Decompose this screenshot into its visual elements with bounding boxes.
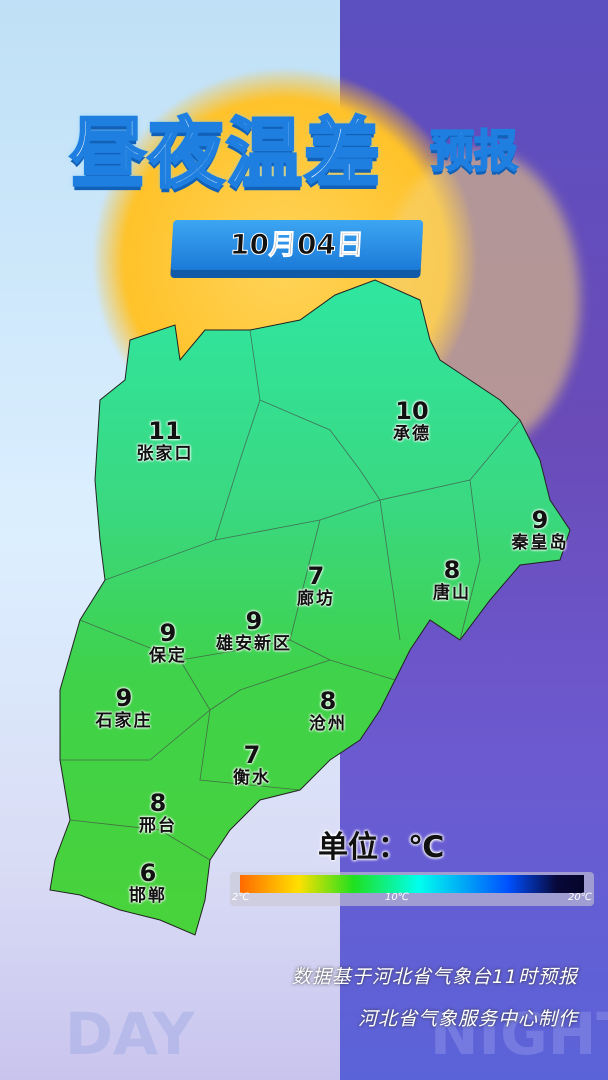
city-label-xingtai: 8 邢台: [139, 789, 177, 836]
legend-mid-label: 10℃: [385, 892, 409, 903]
city-label-xiongan: 9 雄安新区: [216, 607, 292, 654]
city-label-qinhuangdao: 9 秦皇岛: [511, 506, 569, 553]
footer-producer: 河北省气象服务中心制作: [357, 1008, 578, 1030]
legend-min-label: 2℃: [232, 892, 250, 903]
city-label-baoding: 9 保定: [149, 619, 187, 666]
city-label-tangshan: 8 唐山: [433, 556, 471, 603]
city-label-zhangjiakou: 11 张家口: [136, 417, 194, 464]
city-label-hengshui: 7 衡水: [233, 741, 271, 788]
province-shape: [49, 279, 571, 936]
city-label-handan: 6 邯郸: [129, 859, 167, 906]
legend-color-bar: [240, 875, 584, 893]
legend-max-label: 20℃: [568, 892, 592, 903]
night-label: NIGHT: [430, 1000, 608, 1068]
color-legend: 2℃ 10℃ 20℃: [230, 872, 594, 906]
city-boundaries: [60, 329, 521, 861]
city-label-cangzhou: 8 沧州: [309, 687, 347, 734]
page-title: 昼夜温差: [69, 108, 382, 200]
unit-label: 单位：℃: [318, 830, 445, 865]
footer-source: 数据基于河北省气象台11时预报: [291, 966, 578, 988]
city-label-chengde: 10 承德: [393, 397, 431, 444]
day-label: DAY: [65, 1000, 195, 1068]
page-title-suffix: 预报: [429, 125, 519, 178]
city-label-langfang: 7 廊坊: [297, 562, 335, 609]
city-label-shijiazhuang: 9 石家庄: [95, 684, 153, 731]
